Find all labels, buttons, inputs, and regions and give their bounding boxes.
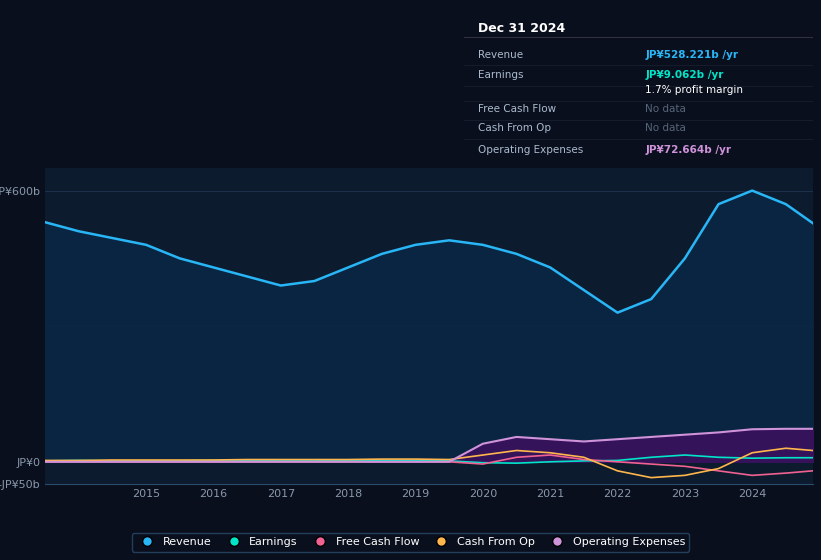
Text: JP¥72.664b /yr: JP¥72.664b /yr bbox=[645, 145, 732, 155]
Text: No data: No data bbox=[645, 123, 686, 133]
Text: Revenue: Revenue bbox=[478, 49, 523, 59]
Text: Dec 31 2024: Dec 31 2024 bbox=[478, 22, 565, 35]
Text: Earnings: Earnings bbox=[478, 70, 523, 80]
Text: Operating Expenses: Operating Expenses bbox=[478, 145, 583, 155]
Text: Cash From Op: Cash From Op bbox=[478, 123, 551, 133]
Text: JP¥528.221b /yr: JP¥528.221b /yr bbox=[645, 49, 738, 59]
Text: JP¥9.062b /yr: JP¥9.062b /yr bbox=[645, 70, 723, 80]
Legend: Revenue, Earnings, Free Cash Flow, Cash From Op, Operating Expenses: Revenue, Earnings, Free Cash Flow, Cash … bbox=[131, 533, 690, 552]
Text: Free Cash Flow: Free Cash Flow bbox=[478, 104, 556, 114]
Text: No data: No data bbox=[645, 104, 686, 114]
Text: 1.7% profit margin: 1.7% profit margin bbox=[645, 85, 743, 95]
